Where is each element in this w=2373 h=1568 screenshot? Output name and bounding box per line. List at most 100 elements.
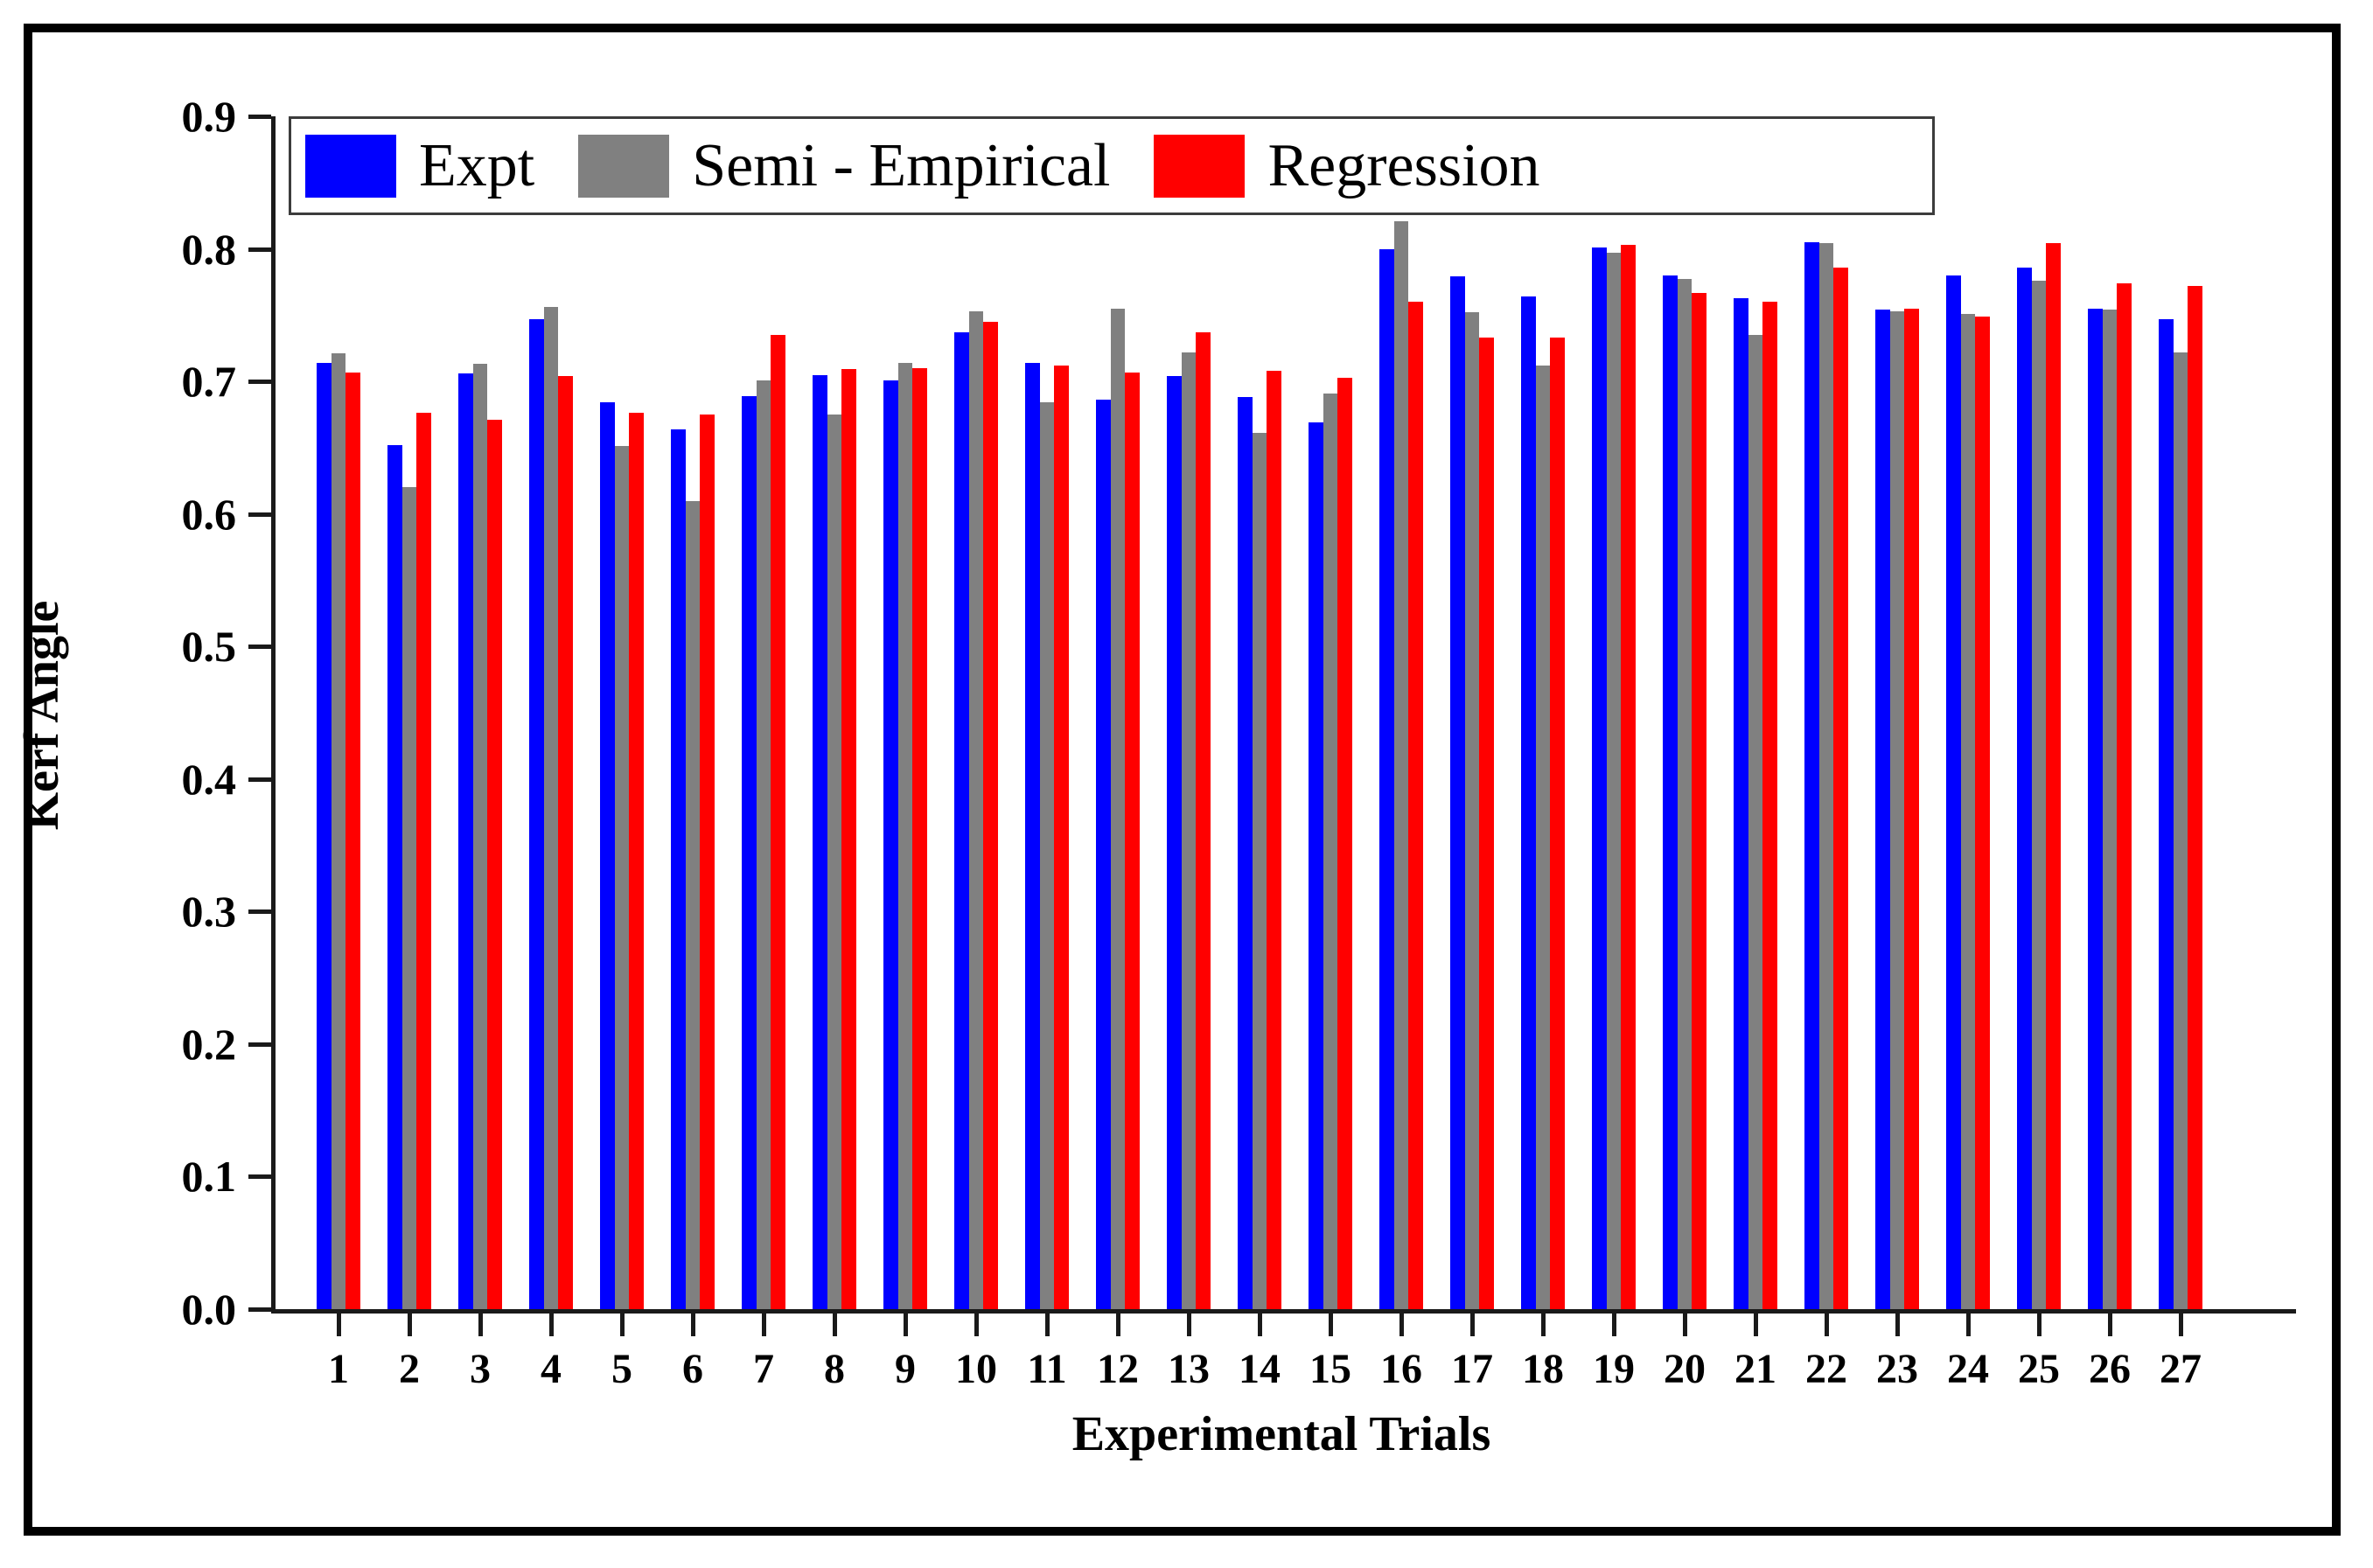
bar [529,318,544,1309]
bar [983,321,998,1309]
x-tick-label: 27 [2160,1346,2202,1392]
bar [1337,377,1352,1309]
y-axis-title: Kerf Angle [15,600,69,831]
x-tick-label: 16 [1380,1346,1422,1392]
bar [1535,365,1551,1309]
legend-item-expt: Expt [305,134,534,198]
bar [841,369,856,1309]
bar [1875,310,1890,1309]
x-tick [833,1314,837,1336]
x-tick [1187,1314,1191,1336]
x-tick [478,1314,483,1336]
bar [1054,365,1069,1309]
x-tick-label: 5 [611,1346,632,1392]
bar [1804,241,1819,1309]
legend-label: Regression [1267,131,1540,199]
y-tick [248,380,271,385]
bar [1592,247,1607,1309]
x-axis-line [271,1309,2296,1314]
x-tick-label: 2 [399,1346,420,1392]
x-axis-title: Experimental Trials [1071,1407,1491,1461]
bar [1692,292,1706,1309]
bar [1125,372,1140,1309]
bar [2117,282,2132,1309]
bar [1167,376,1182,1309]
bar [558,376,573,1309]
x-tick-label: 19 [1593,1346,1635,1392]
bar [401,487,417,1309]
bar [1408,302,1423,1309]
bar [1833,267,1848,1309]
legend-swatch [1154,134,1246,198]
bar [345,372,360,1309]
bar [614,446,630,1309]
legend: Expt Semi - Empirical Regression [289,116,1935,215]
x-tick-label: 21 [1734,1346,1776,1392]
bar [685,500,701,1309]
x-tick-label: 26 [2089,1346,2131,1392]
bar [1181,352,1197,1309]
y-tick [248,1307,271,1312]
bar [1975,316,1990,1309]
y-tick [248,645,271,650]
bar [756,380,771,1309]
bar [827,415,842,1309]
x-tick [1116,1314,1120,1336]
bar [2046,243,2061,1309]
x-tick [1045,1314,1050,1336]
x-tick-label: 4 [541,1346,562,1392]
bar [2173,352,2188,1309]
bar [813,374,827,1309]
x-tick [2179,1314,2183,1336]
bar [2188,285,2202,1309]
bar [1025,362,1040,1309]
bar [2102,310,2118,1309]
y-tick [248,247,271,252]
x-tick [337,1314,341,1336]
bar [912,367,927,1309]
bar [1379,248,1394,1309]
x-tick [691,1314,695,1336]
x-tick [1258,1314,1262,1336]
x-tick-label: 1 [328,1346,349,1392]
x-tick [549,1314,554,1336]
y-axis-line [271,116,276,1314]
x-tick-label: 17 [1451,1346,1493,1392]
bar [1889,310,1905,1309]
y-tick-label: 0.6 [181,489,237,539]
x-tick-label: 22 [1805,1346,1847,1392]
bar [317,362,332,1309]
bar [1606,253,1622,1309]
bar [954,332,969,1309]
y-tick-label: 0.1 [181,1152,237,1202]
x-tick [1966,1314,1971,1336]
x-tick [762,1314,766,1336]
bar [331,353,346,1309]
y-tick [248,777,271,782]
bar [883,380,898,1309]
bar [543,307,559,1309]
bar [1450,276,1465,1309]
bar [1393,220,1409,1309]
x-tick-label: 7 [753,1346,774,1392]
bar [1550,338,1565,1309]
y-tick-label: 0.8 [181,224,237,274]
bar [629,413,644,1309]
bar [387,444,402,1309]
x-tick [408,1314,412,1336]
bar [1946,275,1961,1309]
bar [1663,275,1678,1309]
x-tick-label: 8 [824,1346,845,1392]
bar [2159,318,2174,1309]
y-tick-label: 0.0 [181,1285,237,1334]
y-tick-label: 0.5 [181,622,237,672]
bar [1238,397,1253,1309]
x-tick [2108,1314,2112,1336]
bar [1521,296,1536,1309]
y-tick [248,512,271,517]
y-tick-label: 0.7 [181,357,237,407]
legend-item-regression: Regression [1154,131,1540,199]
bar [416,413,431,1309]
x-tick-label: 25 [2018,1346,2060,1392]
